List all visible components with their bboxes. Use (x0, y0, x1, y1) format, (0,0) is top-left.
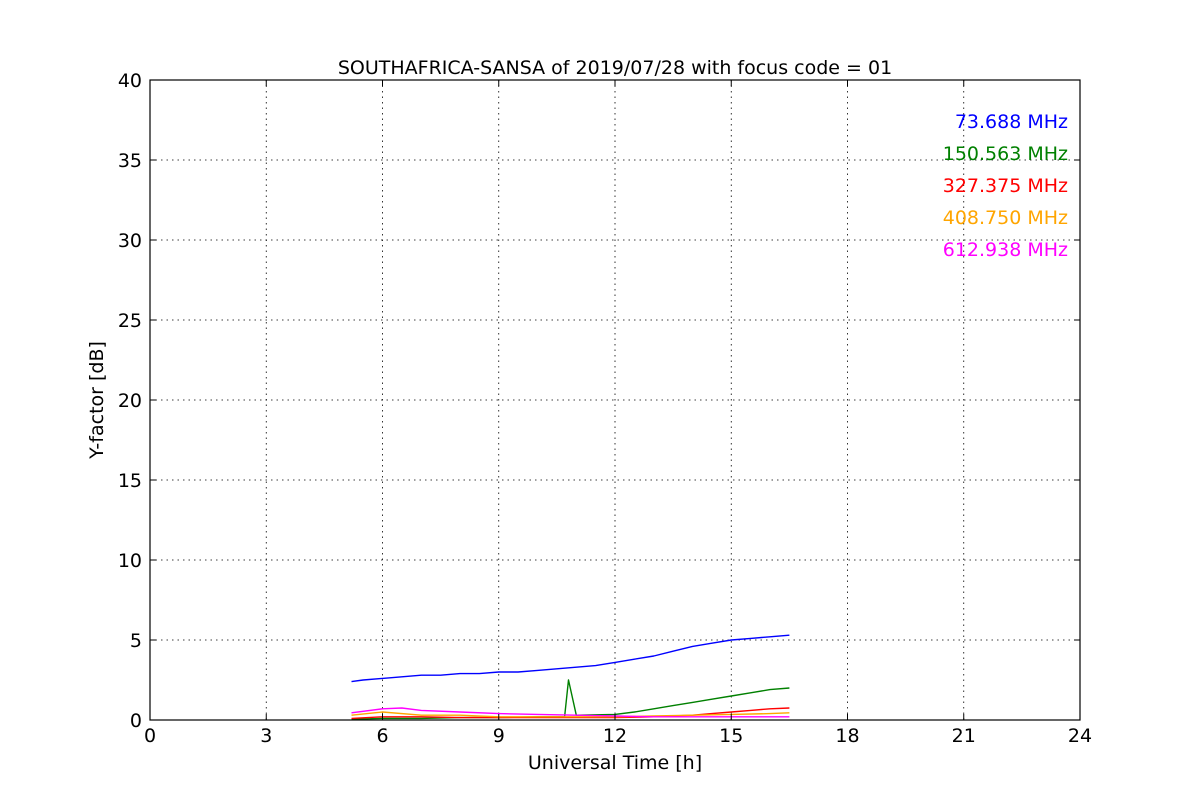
x-axis-label: Universal Time [h] (528, 752, 702, 774)
legend-entry: 612.938 MHz (943, 239, 1068, 261)
y-tick-label: 5 (130, 630, 142, 652)
series-layer (351, 634, 790, 720)
y-tick-label: 35 (118, 150, 142, 172)
chart-title: SOUTHAFRICA-SANSA of 2019/07/28 with foc… (338, 57, 892, 79)
y-tick-label: 10 (118, 550, 142, 572)
y-tick-label: 40 (118, 70, 142, 92)
y-tick-label: 30 (118, 230, 142, 252)
x-tick-label: 0 (144, 725, 156, 747)
x-tick-label: 15 (719, 725, 743, 747)
x-tick-label: 6 (376, 725, 388, 747)
y-tick-label: 25 (118, 310, 142, 332)
x-tick-label: 18 (835, 725, 859, 747)
x-tick-label: 21 (952, 725, 976, 747)
legend-entry: 73.688 MHz (955, 111, 1068, 133)
series-line (351, 634, 790, 683)
series-line (351, 707, 790, 718)
y-tick-label: 0 (130, 710, 142, 732)
x-tick-label: 24 (1068, 725, 1092, 747)
legend-entry: 408.750 MHz (943, 207, 1068, 229)
y-tick-label: 20 (118, 390, 142, 412)
x-tick-label: 3 (260, 725, 272, 747)
legend-entry: 150.563 MHz (943, 143, 1068, 165)
y-tick-label: 15 (118, 470, 142, 492)
axis-ticks: 0 3 6 9 12 15 18 21 24 0 5 10 15 20 25 30 35 40 (118, 70, 1092, 747)
legend: 73.688 MHz 150.563 MHz 327.375 MHz 408.750 … (943, 111, 1068, 261)
grid-lines (150, 80, 1080, 720)
y-axis-label: Y-factor [dB] (86, 341, 108, 460)
x-tick-label: 9 (493, 725, 505, 747)
legend-entry: 327.375 MHz (943, 175, 1068, 197)
x-tick-label: 12 (603, 725, 627, 747)
